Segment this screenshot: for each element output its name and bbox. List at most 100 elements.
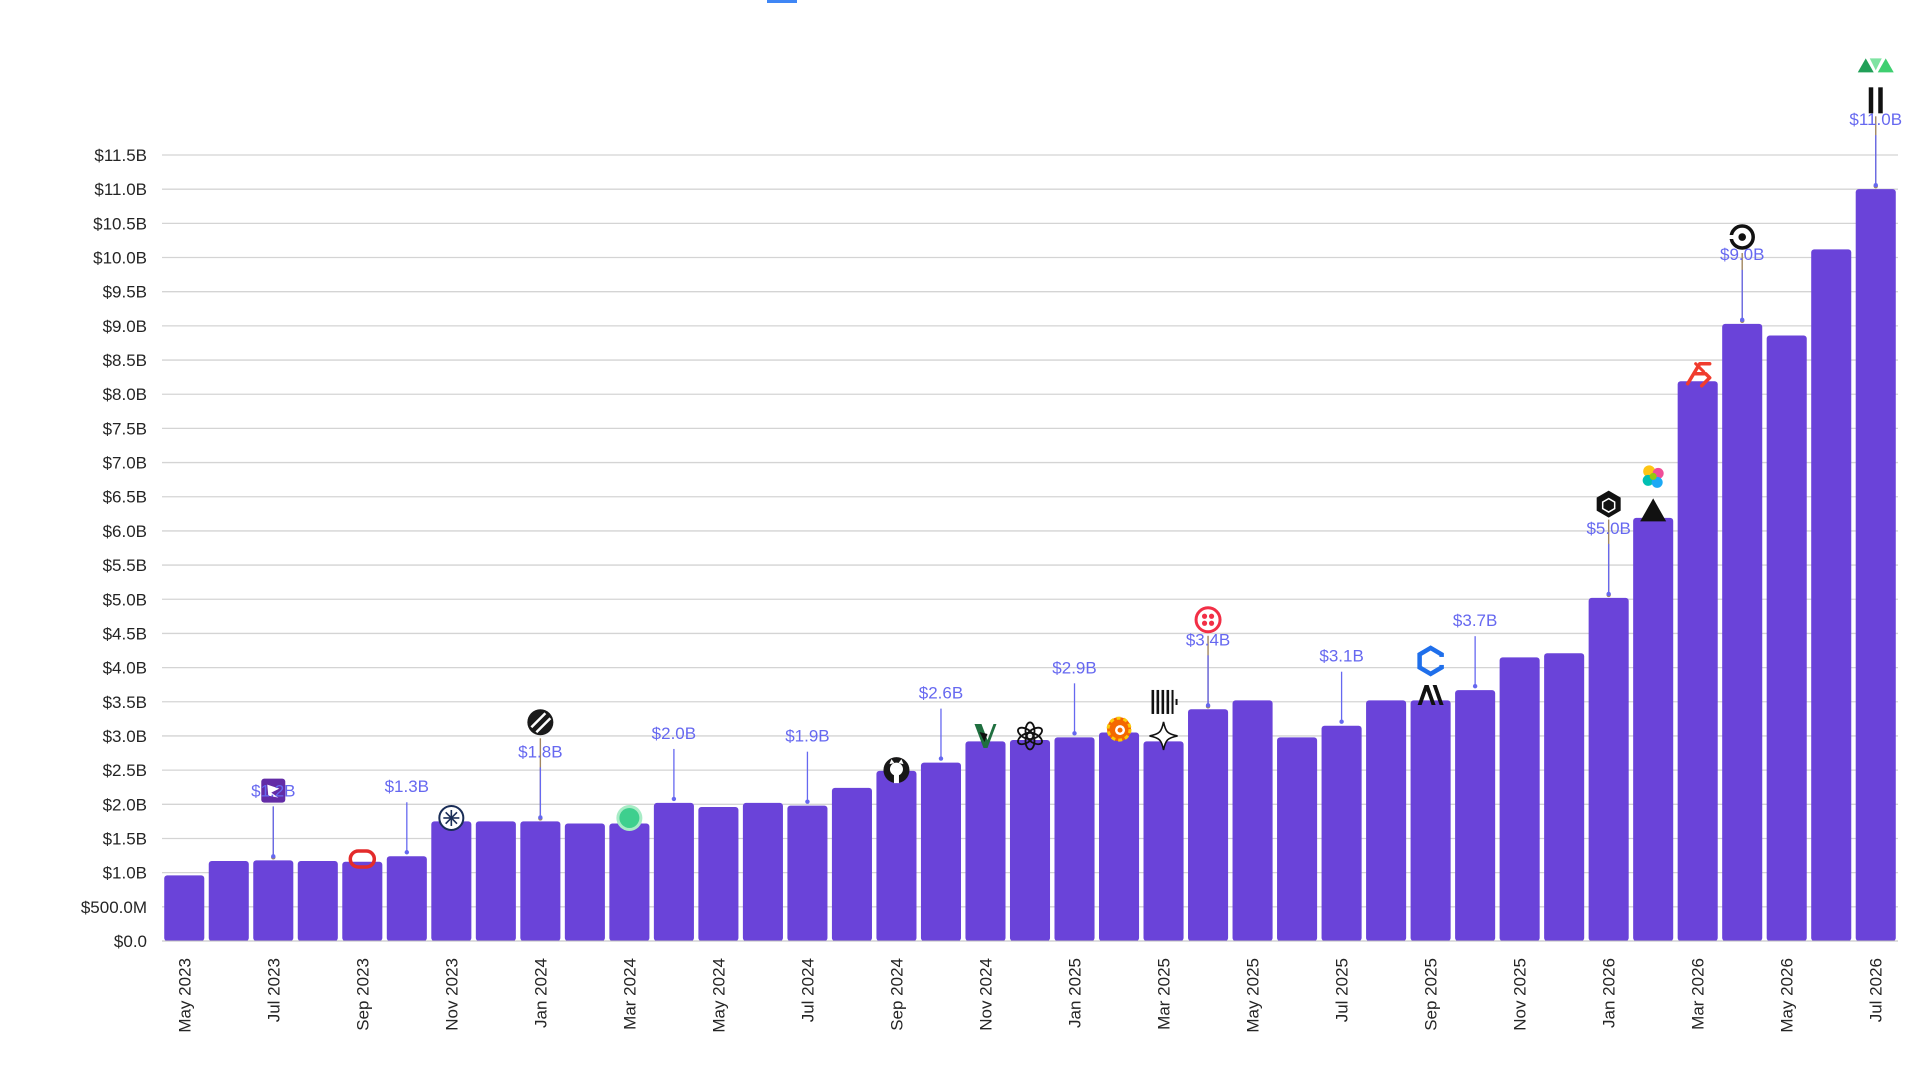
value-annotation-label: $2.0B <box>652 724 696 743</box>
bar[interactable] <box>742 802 783 941</box>
top-blue-tab[interactable] <box>767 0 797 3</box>
bar[interactable] <box>1455 690 1496 941</box>
bar[interactable] <box>1544 653 1585 941</box>
x-tick-label: Jul 2023 <box>264 958 283 1022</box>
x-tick-label: Jul 2024 <box>798 958 817 1022</box>
green-chevrons-logo-icon[interactable] <box>1857 58 1894 73</box>
bar[interactable] <box>787 805 828 941</box>
annotation-connector-dot <box>538 815 543 820</box>
annotation-connector-dot <box>1873 182 1878 188</box>
bar[interactable] <box>431 821 472 941</box>
bars-logo-icon[interactable] <box>1151 689 1178 714</box>
bar[interactable] <box>1366 700 1407 941</box>
twilio-logo-icon[interactable] <box>1194 606 1222 634</box>
green-dot-logo-icon[interactable] <box>616 804 643 831</box>
y-tick-label: $8.5B <box>103 351 147 370</box>
sparkle-logo-icon[interactable] <box>1149 721 1178 751</box>
y-tick-label: $11.0B <box>94 180 147 199</box>
y-tick-label: $9.0B <box>103 317 147 336</box>
bar[interactable] <box>1722 323 1763 942</box>
value-annotation-label: $5.0B <box>1586 519 1630 538</box>
y-tick-label: $8.0B <box>103 385 147 404</box>
elastic-logo-icon[interactable] <box>1642 465 1664 488</box>
bar[interactable] <box>965 741 1006 941</box>
annotation-connector-dot <box>1072 731 1077 736</box>
y-tick-label: $10.5B <box>93 214 147 233</box>
bar[interactable] <box>1855 189 1896 941</box>
navy-burst-logo-icon[interactable] <box>438 804 465 831</box>
bar[interactable] <box>564 823 605 941</box>
y-tick-label: $3.5B <box>103 693 147 712</box>
y-tick-label: $2.5B <box>103 761 147 780</box>
green-v-logo-icon[interactable] <box>974 723 997 748</box>
value-annotations: $1.2B $1.3B $1.8B $2.0B $1.9B $2.6B $2.9B $3.4B… <box>251 110 1902 859</box>
bar[interactable] <box>1410 700 1451 941</box>
bar[interactable] <box>386 856 427 941</box>
bar[interactable] <box>1588 597 1629 941</box>
y-tick-label: $1.0B <box>103 864 147 883</box>
grafana-logo-icon[interactable] <box>1106 716 1132 742</box>
bar[interactable] <box>920 762 962 941</box>
x-tick-label: Jan 2024 <box>531 958 550 1028</box>
x-tick-label: Sep 2024 <box>887 958 906 1031</box>
x-tick-label: May 2023 <box>175 958 194 1033</box>
bar[interactable] <box>253 860 294 941</box>
bar[interactable] <box>164 875 205 941</box>
bar[interactable] <box>1277 737 1318 941</box>
openai-logo-icon[interactable] <box>1016 721 1044 751</box>
y-tick-label: $6.5B <box>103 488 147 507</box>
bar[interactable] <box>475 821 516 941</box>
bar[interactable] <box>1633 517 1674 941</box>
x-tick-label: Nov 2025 <box>1511 958 1530 1031</box>
bar[interactable] <box>1677 381 1718 941</box>
black-triangle-logo-icon[interactable] <box>1640 498 1667 522</box>
black-circle-logo-icon[interactable] <box>1728 224 1755 250</box>
bar[interactable] <box>609 823 650 941</box>
x-tick-label: Mar 2026 <box>1689 958 1708 1030</box>
annotation-connector-dot <box>805 799 810 804</box>
annotation-connector-dot <box>1740 317 1745 323</box>
y-tick-label: $500.0M <box>81 898 147 917</box>
blue-hexagon-logo-icon[interactable] <box>1417 645 1445 677</box>
black-pause-logo-icon[interactable] <box>1868 87 1883 114</box>
y-axis: $0.0 $500.0M $1.0B $1.5B $2.0B $2.5B $3.0B $3.5… <box>81 146 147 951</box>
x-tick-label: Sep 2025 <box>1422 958 1441 1031</box>
bar[interactable] <box>653 802 694 941</box>
bar[interactable] <box>1054 737 1095 941</box>
anthropic-logo-icon[interactable] <box>1417 684 1444 705</box>
y-tick-label: $6.0B <box>103 522 147 541</box>
y-tick-label: $9.5B <box>103 283 147 302</box>
bar[interactable] <box>1143 741 1184 941</box>
bar[interactable] <box>1499 657 1540 941</box>
annotation-connector-dot <box>1339 719 1344 724</box>
y-tick-label: $3.0B <box>103 727 147 746</box>
bar[interactable] <box>1232 700 1273 941</box>
bar[interactable] <box>1188 709 1229 941</box>
bar[interactable] <box>1811 249 1852 941</box>
bar[interactable] <box>876 770 917 941</box>
bar[interactable] <box>1766 335 1807 942</box>
bar[interactable] <box>831 787 872 941</box>
black-cube-logo-icon[interactable] <box>1596 490 1621 518</box>
bar[interactable] <box>1321 725 1362 941</box>
purple-square-logo-icon[interactable] <box>261 778 286 803</box>
red-ring-logo-icon[interactable] <box>348 849 377 869</box>
github-logo-icon[interactable] <box>883 757 910 784</box>
bars <box>164 189 1896 942</box>
y-tick-label: $4.0B <box>103 659 147 678</box>
bar[interactable] <box>520 821 561 941</box>
x-tick-label: Jan 2026 <box>1600 958 1619 1028</box>
bar[interactable] <box>698 807 739 941</box>
bar[interactable] <box>1009 740 1051 941</box>
bar[interactable] <box>297 861 338 941</box>
bar[interactable] <box>1098 732 1140 941</box>
x-tick-label: Jul 2025 <box>1333 958 1352 1022</box>
annotation-connector-dot <box>404 850 410 855</box>
value-annotation-label: $2.9B <box>1052 658 1096 677</box>
bar[interactable] <box>342 861 383 941</box>
bar[interactable] <box>208 861 249 941</box>
x-tick-label: Sep 2023 <box>353 958 372 1031</box>
red-swirl-logo-icon[interactable] <box>1685 361 1712 388</box>
black-slash-logo-icon[interactable] <box>527 709 554 736</box>
